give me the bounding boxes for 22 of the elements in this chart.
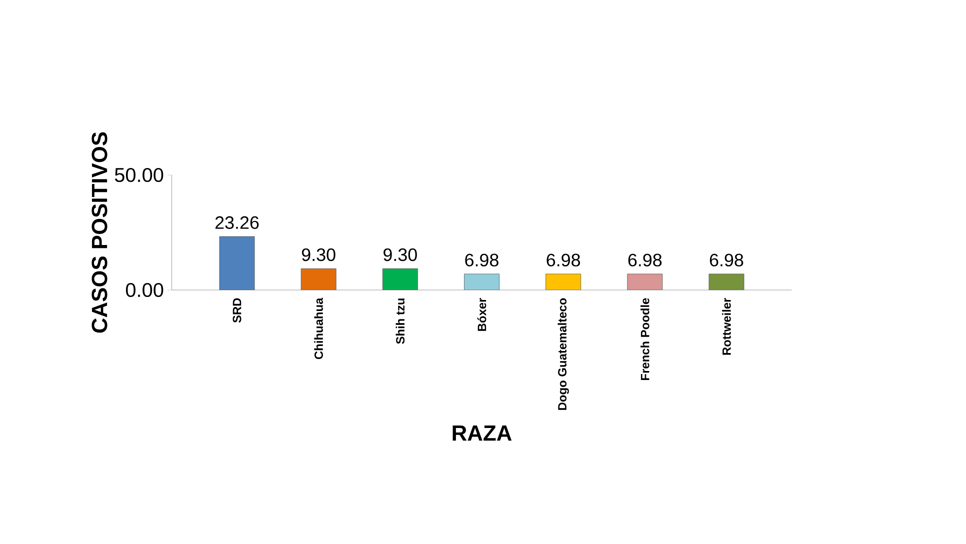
x-tick-label: Chihuahua [314,298,323,360]
y-tick-label: 50.00 [114,168,164,182]
data-label: 9.30 [302,248,336,262]
x-tick-label: French Poodle [640,298,650,380]
bar [219,236,255,290]
x-tick-label: SRD [232,298,242,323]
x-tick-label: Bóxer [477,298,486,331]
x-tick-label: Dogo Guatemalteco [558,298,569,410]
data-label: 6.98 [628,254,662,266]
x-tick-label: Shih tzu [396,298,405,344]
data-label: 6.98 [465,254,498,266]
data-label: 9.30 [384,248,417,262]
data-label: 6.98 [546,254,580,266]
y-axis-title: CASOS POSITIVOS [92,132,108,333]
x-axis-title: RAZA [452,426,512,441]
y-tick-label: 0.00 [126,282,164,298]
bar [464,274,500,290]
x-tick-label: Rottweiler [722,298,731,355]
data-label: 6.98 [710,254,744,266]
data-label: 23.26 [215,216,259,229]
bar [382,268,418,290]
bar [627,274,663,290]
